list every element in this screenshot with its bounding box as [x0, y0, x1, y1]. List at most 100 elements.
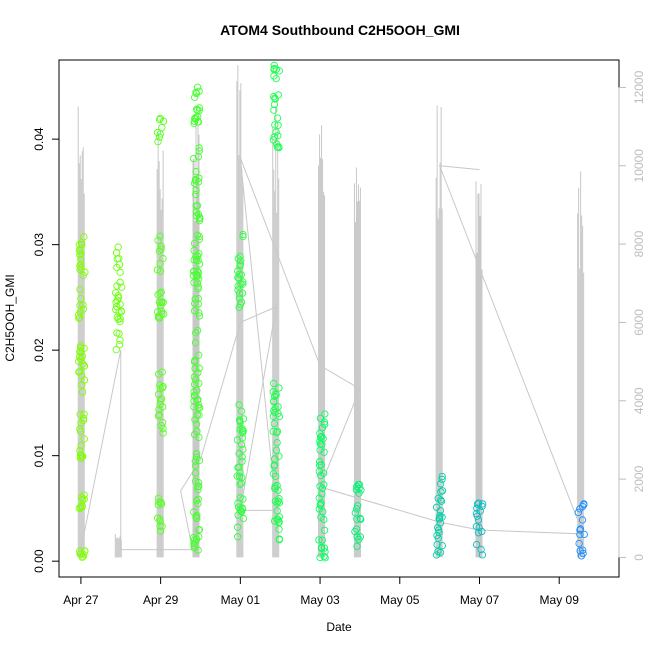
- data-point: [193, 106, 201, 114]
- data-point: [272, 390, 280, 398]
- data-point: [477, 545, 485, 554]
- data-point: [81, 547, 89, 555]
- data-point: [191, 538, 199, 546]
- data-point: [76, 285, 84, 294]
- data-point: [574, 508, 582, 517]
- data-point: [272, 65, 280, 74]
- data-point: [78, 372, 86, 380]
- data-point: [271, 121, 279, 129]
- data-point: [352, 486, 361, 494]
- data-point: [75, 357, 83, 365]
- data-point: [316, 482, 324, 490]
- data-point: [194, 153, 202, 161]
- data-point: [154, 501, 162, 509]
- data-point: [156, 522, 164, 530]
- data-point: [236, 262, 244, 270]
- x-tick-label: May 01: [221, 593, 261, 607]
- data-point: [235, 290, 244, 298]
- data-point: [193, 396, 202, 404]
- data-point: [154, 138, 162, 146]
- data-point: [235, 401, 243, 409]
- data-point: [238, 457, 246, 466]
- data-point: [190, 397, 198, 405]
- data-point: [357, 515, 365, 523]
- data-point: [77, 294, 85, 303]
- data-point: [194, 294, 202, 303]
- data-point: [273, 114, 282, 122]
- data-point: [191, 339, 200, 347]
- data-point: [238, 473, 246, 482]
- data-point: [155, 115, 164, 124]
- data-point: [579, 546, 587, 554]
- data-point: [194, 283, 202, 291]
- data-point: [155, 247, 163, 255]
- data-point: [239, 232, 247, 241]
- data-point: [190, 256, 198, 264]
- y-tick-label: 0.04: [32, 127, 46, 151]
- data-point: [316, 458, 324, 466]
- data-point: [478, 500, 487, 508]
- data-point: [273, 427, 282, 436]
- data-point: [192, 113, 200, 122]
- data-point: [190, 544, 198, 552]
- data-point: [159, 254, 167, 263]
- data-point: [472, 509, 481, 518]
- data-point: [76, 410, 84, 418]
- y2-tick-label: 6000: [632, 309, 646, 336]
- data-point: [80, 344, 88, 352]
- data-point: [118, 283, 126, 291]
- data-point: [196, 213, 204, 221]
- data-point: [195, 351, 203, 359]
- data-point: [159, 298, 167, 306]
- data-point: [195, 433, 203, 442]
- data-point: [317, 513, 325, 521]
- data-point: [77, 264, 85, 272]
- data-point: [237, 280, 245, 288]
- y-tick-label: 0.00: [32, 549, 46, 573]
- data-point: [273, 499, 281, 507]
- data-point: [76, 251, 84, 259]
- data-point: [194, 178, 203, 186]
- data-point: [76, 265, 84, 274]
- altitude-track: [80, 157, 584, 551]
- data-point: [112, 346, 120, 354]
- data-point: [190, 246, 198, 255]
- data-point: [75, 352, 84, 361]
- data-point: [194, 546, 202, 554]
- data-point: [275, 452, 283, 460]
- data-point: [272, 128, 280, 136]
- data-point: [237, 257, 245, 265]
- data-point: [233, 436, 242, 444]
- data-point: [195, 235, 203, 244]
- data-point: [576, 505, 584, 513]
- data-point: [580, 530, 588, 539]
- data-point: [316, 440, 324, 448]
- data-point: [115, 329, 123, 338]
- data-point: [191, 462, 200, 470]
- data-point: [195, 232, 203, 241]
- data-point: [353, 505, 361, 513]
- y2-tick-label: 0: [632, 554, 646, 561]
- data-point: [157, 288, 165, 296]
- data-point: [271, 408, 279, 417]
- x-tick-label: May 03: [300, 593, 340, 607]
- data-point: [194, 404, 202, 412]
- data-point: [195, 364, 203, 372]
- data-point: [191, 295, 199, 303]
- data-point: [193, 450, 201, 458]
- data-point: [113, 255, 121, 263]
- data-point: [80, 376, 89, 384]
- data-point: [192, 202, 200, 210]
- data-point: [355, 535, 363, 544]
- data-point: [438, 487, 447, 495]
- data-point: [78, 493, 86, 502]
- data-point: [473, 504, 481, 512]
- data-point: [270, 61, 278, 69]
- data-point: [353, 482, 361, 491]
- data-point: [191, 299, 199, 308]
- data-point: [195, 379, 203, 388]
- data-point: [80, 362, 89, 370]
- data-point: [195, 217, 204, 225]
- x-tick-label: May 05: [380, 593, 420, 607]
- data-point: [190, 358, 199, 366]
